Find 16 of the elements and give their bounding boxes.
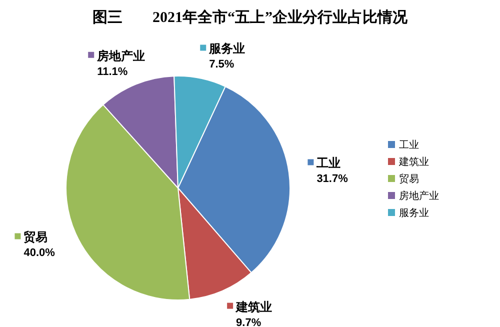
- legend-label: 房地产业: [96, 48, 146, 63]
- data-label: 40.0%: [24, 247, 56, 260]
- chart-title: 图三 2021年全市“五上”企业分行业占比情况: [92, 8, 408, 26]
- data-label: 31.7%: [316, 173, 348, 186]
- data-label: 7.5%: [209, 58, 234, 71]
- data-label: 9.7%: [236, 316, 262, 327]
- legend-label: 贸易: [24, 230, 48, 244]
- category-label: 贸易: [399, 174, 419, 185]
- category-label: 服务业: [399, 208, 429, 219]
- category-label: 建筑业: [399, 157, 429, 168]
- legend-label: 建筑业: [235, 300, 272, 314]
- data-label: 11.1%: [97, 66, 128, 78]
- legend-label: 服务业: [208, 42, 246, 56]
- category-label: 工业: [399, 140, 419, 151]
- category-label: 房地产业: [399, 191, 439, 202]
- legend-label: 工业: [316, 156, 341, 170]
